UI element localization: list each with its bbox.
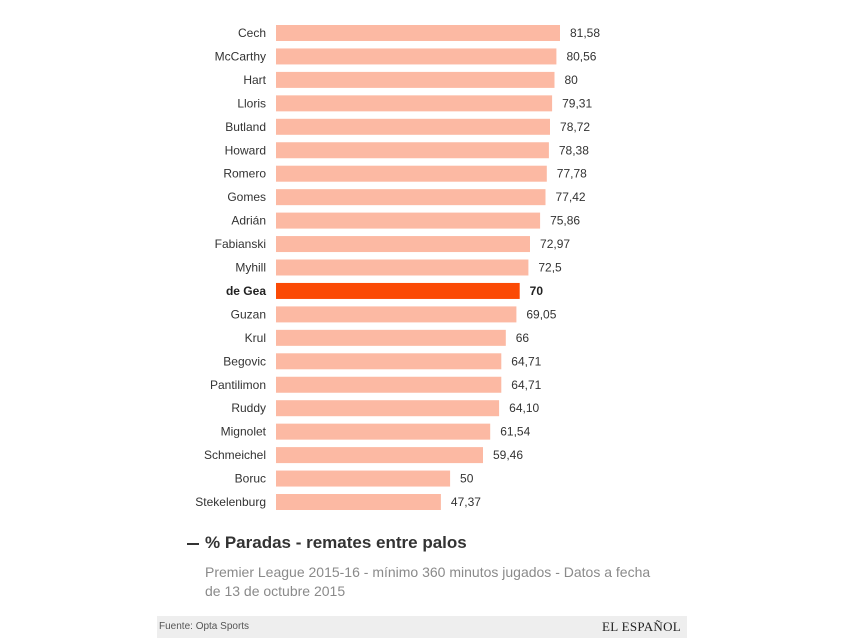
bar-krul [276,329,506,346]
category-label-butland: Butland [225,120,266,134]
bar-gomes [276,189,546,206]
category-label-de-gea: de Gea [226,284,266,298]
bar-chart: Cech 81,58 McCarthy 80,56 Hart 80 Lloris 79,31 B… [195,25,600,510]
value-label-adri-n: 75,86 [550,214,580,228]
category-label-guzan: Guzan [231,307,266,321]
bar-hart [276,71,555,88]
bar-lloris [276,95,553,112]
footer: Fuente: Opta Sports EL ESPAÑOL [157,616,687,638]
bar-myhill [276,259,529,276]
bar-stekelenburg [276,494,441,510]
chart-note: Premier League 2015-16 - mínimo 360 minu… [205,564,651,599]
value-label-fabianski: 72,97 [540,237,570,251]
value-label-schmeichel: 59,46 [493,448,523,462]
category-label-pantilimon: Pantilimon [210,378,266,392]
category-label-cech: Cech [238,26,266,40]
value-label-stekelenburg: 47,37 [451,495,481,509]
category-label-begovic: Begovic [223,354,266,368]
value-label-myhill: 72,5 [538,261,562,275]
category-label-romero: Romero [223,167,266,181]
bar-mignolet [276,423,491,440]
category-label-ruddy: Ruddy [231,401,266,415]
value-label-krul: 66 [516,331,530,345]
value-label-cech: 81,58 [570,26,600,40]
bar-howard [276,142,549,159]
source-label: Fuente: Opta Sports [159,621,250,632]
value-label-lloris: 79,31 [562,96,592,110]
value-label-boruc: 50 [460,472,474,486]
bar-ruddy [276,400,500,417]
category-label-fabianski: Fabianski [215,237,266,251]
value-label-gomes: 77,42 [556,190,586,204]
bar-guzan [276,306,517,323]
category-label-mccarthy: McCarthy [215,49,266,63]
legend-label: % Paradas - remates entre palos [205,533,467,552]
category-label-myhill: Myhill [235,261,266,275]
bar-romero [276,165,547,182]
bar-schmeichel [276,447,483,464]
value-label-mccarthy: 80,56 [566,49,596,63]
category-label-howard: Howard [225,143,266,157]
value-label-ruddy: 64,10 [509,401,539,415]
value-label-pantilimon: 64,71 [511,378,541,392]
value-label-mignolet: 61,54 [500,425,530,439]
bar-fabianski [276,236,530,253]
bar-cech [276,25,560,41]
category-label-stekelenburg: Stekelenburg [195,495,266,509]
legend-dash-marker [187,542,199,545]
bar-adri-n [276,212,541,229]
category-label-boruc: Boruc [235,472,266,486]
bar-boruc [276,470,451,487]
category-label-lloris: Lloris [237,96,266,110]
bar-butland [276,118,550,135]
bar-mccarthy [276,48,557,65]
category-label-gomes: Gomes [227,190,266,204]
category-label-schmeichel: Schmeichel [204,448,266,462]
brand-logo: EL ESPAÑOL [602,619,681,634]
category-label-hart: Hart [243,73,266,87]
value-label-romero: 77,78 [557,167,587,181]
bar-begovic [276,353,502,370]
category-label-mignolet: Mignolet [221,425,267,439]
value-label-de-gea: 70 [530,284,544,298]
value-label-butland: 78,72 [560,120,590,134]
category-label-krul: Krul [245,331,266,345]
category-label-adri-n: Adrián [231,214,266,228]
value-label-hart: 80 [564,73,578,87]
value-label-guzan: 69,05 [526,307,556,321]
value-label-begovic: 64,71 [511,354,541,368]
value-label-howard: 78,38 [559,143,589,157]
legend: % Paradas - remates entre palos [187,533,467,553]
bar-de-gea [276,282,520,299]
bar-pantilimon [276,376,502,393]
